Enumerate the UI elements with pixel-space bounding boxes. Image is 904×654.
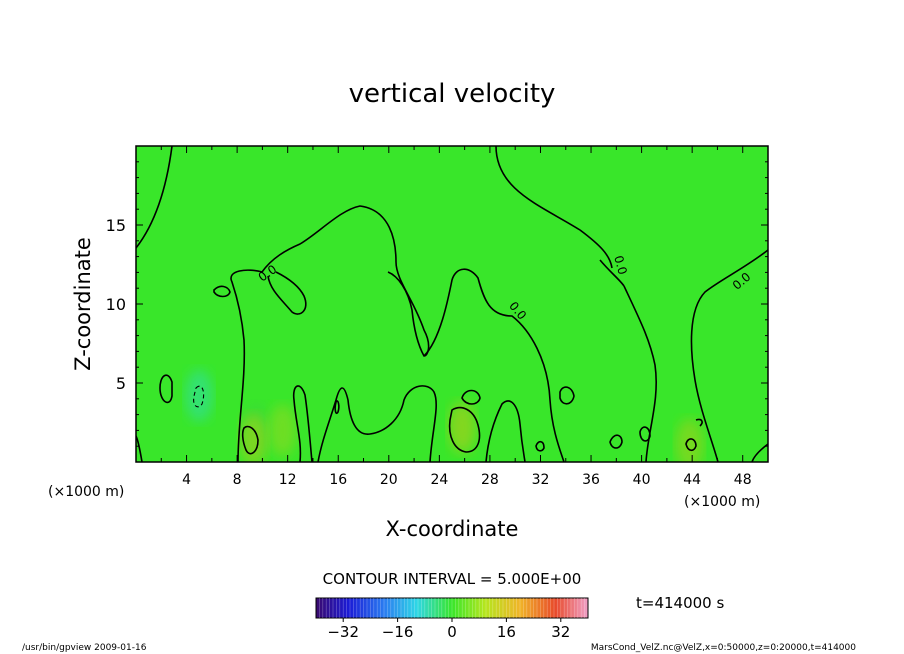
colorbar-tick-label: −32 xyxy=(327,623,359,641)
contour-line xyxy=(559,386,575,405)
x-axis: 4 8 12 16 20 24 28 32 36 40 44 48 xyxy=(160,146,752,488)
contour-line xyxy=(136,146,173,249)
contour-line xyxy=(230,205,430,462)
x-tick-label: 16 xyxy=(329,472,347,488)
x-tick-label: 28 xyxy=(481,472,499,488)
x-tick-label: 40 xyxy=(633,472,651,488)
negative-contours xyxy=(193,385,205,408)
velocity-patches xyxy=(185,369,704,462)
footer-right: MarsCond_VelZ.nc@VelZ,x=0:50000,z=0:2000… xyxy=(591,643,856,653)
colorbar-tick-label: 16 xyxy=(497,623,516,641)
y-axis-label: Z-coordinate xyxy=(71,237,95,371)
contour-line xyxy=(751,443,768,462)
contour-interval: CONTOUR INTERVAL = 5.000E+00 xyxy=(323,570,582,588)
contour-line xyxy=(241,425,259,455)
contour-line xyxy=(292,385,313,462)
contour-line xyxy=(159,374,173,404)
colorbar-tick-label: 0 xyxy=(447,623,457,641)
velocity-patch xyxy=(675,418,704,462)
contour-label: 0.0 xyxy=(611,254,629,276)
contour-line xyxy=(535,440,545,452)
contour-line xyxy=(639,426,651,442)
x-tick-label: 20 xyxy=(380,472,398,488)
contour-line xyxy=(193,385,205,408)
colorbar-stripes xyxy=(319,598,585,618)
contour-lines xyxy=(136,146,768,462)
x-tick-label: 24 xyxy=(430,472,448,488)
chart-title: vertical velocity xyxy=(349,79,556,109)
contour-line xyxy=(685,438,697,452)
contour-line xyxy=(267,271,307,315)
contour-line xyxy=(690,249,768,462)
x-unit-left: (×1000 m) xyxy=(48,484,124,500)
colorbar-ticks: −32 −16 0 16 32 xyxy=(327,618,570,641)
x-tick-label: 4 xyxy=(182,472,191,488)
contour-line xyxy=(423,268,565,462)
contour-line xyxy=(495,146,613,269)
y-tick-label: 15 xyxy=(106,216,126,235)
y-tick-label: 10 xyxy=(106,295,126,314)
time-label: t=414000 s xyxy=(636,594,724,612)
contour-line xyxy=(317,385,437,462)
contour-line xyxy=(448,406,481,453)
x-tick-label: 12 xyxy=(279,472,297,488)
y-axis: 5 10 15 xyxy=(106,161,768,447)
contour-line xyxy=(599,259,625,287)
x-unit-right: (×1000 m) xyxy=(684,494,760,510)
x-tick-label: 8 xyxy=(233,472,242,488)
velocity-patch xyxy=(268,404,297,457)
x-axis-label: X-coordinate xyxy=(386,517,519,541)
x-tick-label: 44 xyxy=(683,472,701,488)
contour-line xyxy=(461,389,481,405)
contour-line xyxy=(609,434,623,449)
contour-line xyxy=(485,400,526,462)
contour-line xyxy=(213,285,231,298)
velocity-patch xyxy=(448,401,477,454)
colorbar-tick-label: −16 xyxy=(382,623,414,641)
y-tick-label: 5 xyxy=(116,374,126,393)
plot-area: 0.0 0.0 0.0 0.0 xyxy=(135,145,769,463)
x-tick-label: 36 xyxy=(582,472,600,488)
footer-left: /usr/bin/gpview 2009-01-16 xyxy=(22,643,147,653)
colorbar-tick-label: 32 xyxy=(551,623,570,641)
velocity-patch xyxy=(185,369,214,422)
x-tick-label: 48 xyxy=(734,472,752,488)
contour-line xyxy=(334,400,340,415)
contour-line xyxy=(695,418,703,427)
x-tick-label: 32 xyxy=(532,472,550,488)
